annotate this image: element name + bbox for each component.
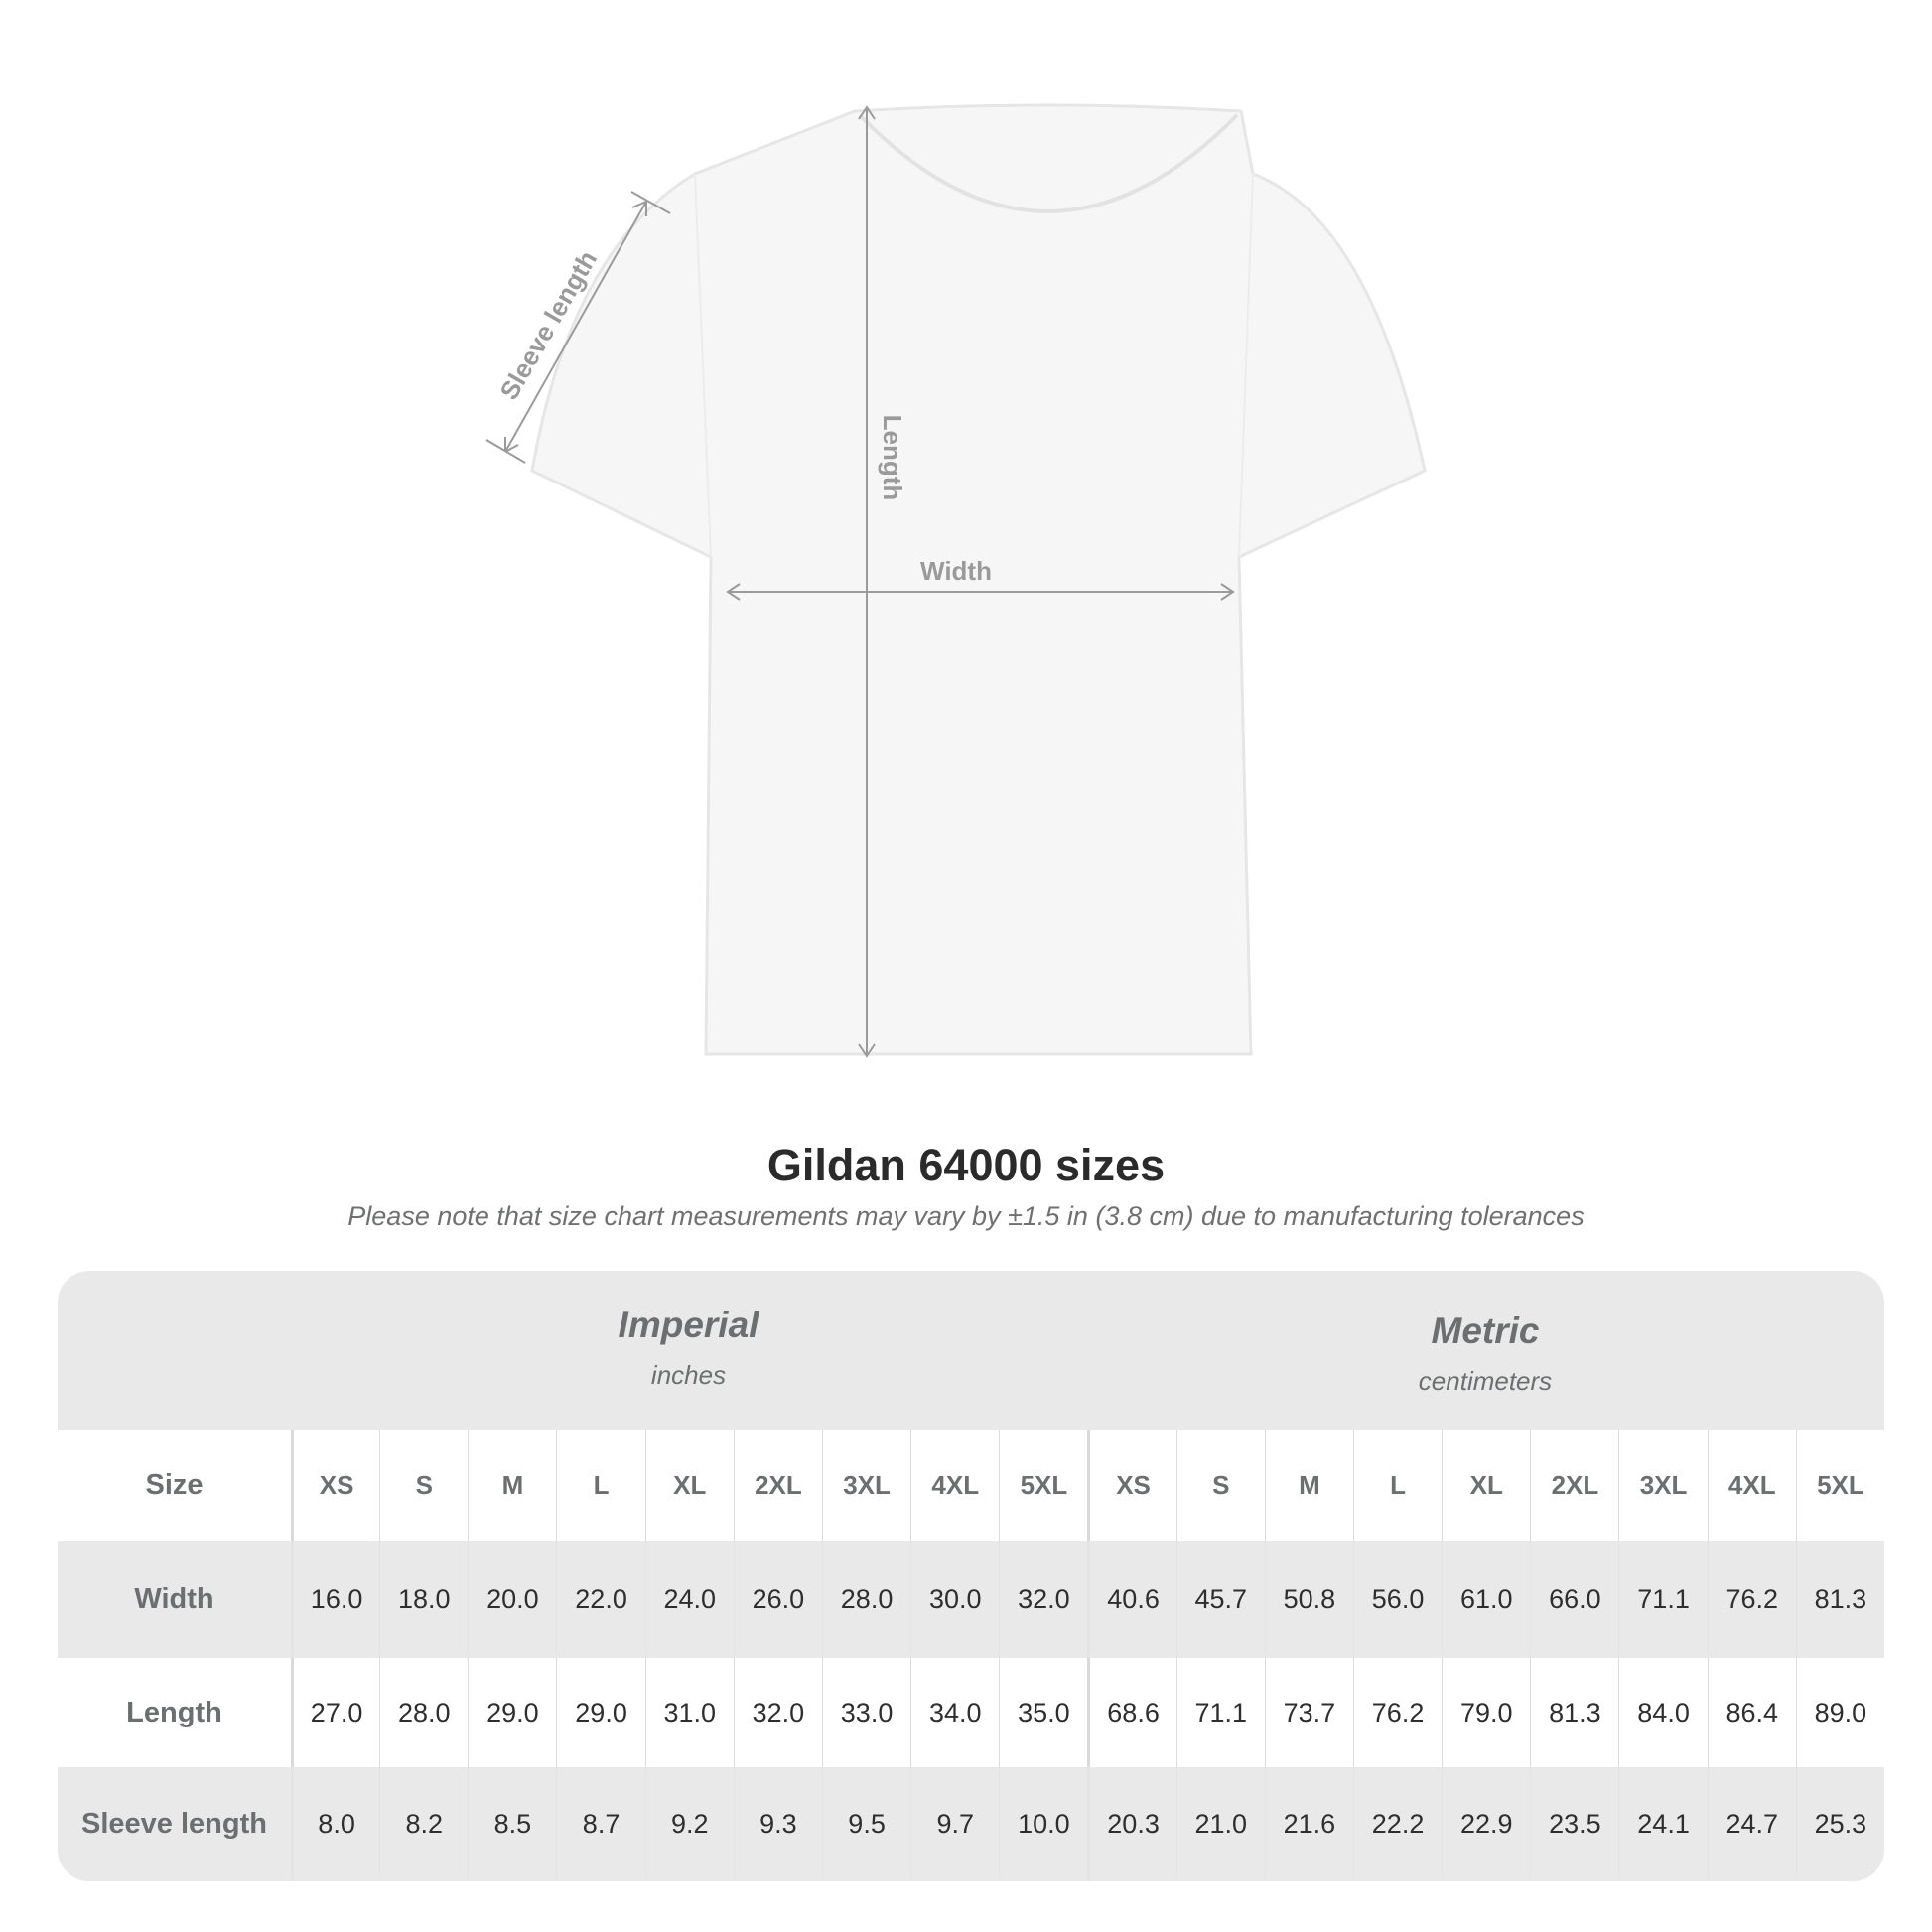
value-cell: 9.5 [821, 1767, 910, 1881]
size-header-cell: XL [644, 1430, 734, 1541]
value-cell: 28.0 [379, 1658, 468, 1767]
value-cell: 29.0 [556, 1658, 644, 1767]
value-cell: 9.2 [644, 1767, 734, 1881]
size-header-cell: 5XL [999, 1430, 1087, 1541]
size-header-cell: S [1175, 1430, 1265, 1541]
size-header-cell: 3XL [821, 1430, 910, 1541]
value-cell: 31.0 [644, 1658, 734, 1767]
value-cell: 24.1 [1618, 1767, 1707, 1881]
tshirt-shape [530, 103, 1427, 1056]
value-cell: 30.0 [910, 1541, 999, 1658]
value-cell: 8.7 [556, 1767, 644, 1881]
value-cell: 76.2 [1352, 1658, 1442, 1767]
size-header-cell: XL [1442, 1430, 1530, 1541]
value-cell: 27.0 [291, 1658, 379, 1767]
value-cell: 32.0 [999, 1541, 1087, 1658]
size-header-cell: 2XL [733, 1430, 822, 1541]
value-cell: 9.3 [733, 1767, 822, 1881]
tshirt-collar [858, 113, 1239, 213]
metric-group: Metric centimeters [1086, 1311, 1884, 1397]
value-cell: 40.6 [1087, 1541, 1175, 1658]
metric-unit: centimeters [1418, 1366, 1553, 1396]
value-cell: 28.0 [821, 1541, 910, 1658]
value-cell: 71.1 [1618, 1541, 1707, 1658]
length-label: Length [878, 415, 907, 501]
metric-title: Metric [1431, 1311, 1540, 1351]
size-header-cell: 4XL [1707, 1430, 1796, 1541]
value-cell: 21.6 [1264, 1767, 1353, 1881]
value-cell: 79.0 [1442, 1658, 1530, 1767]
width-label: Width [920, 556, 992, 586]
table-row-sleeve-length: Sleeve length 8.0 8.2 8.5 8.7 9.2 9.3 9.5 9.7 10.… [58, 1767, 1884, 1881]
value-cell: 45.7 [1175, 1541, 1265, 1658]
unit-header: Imperial inches Metric centimeters [58, 1271, 1884, 1430]
value-cell: 84.0 [1618, 1658, 1707, 1767]
size-table: Imperial inches Metric centimeters Size X… [58, 1271, 1884, 1881]
imperial-title: Imperial [618, 1305, 759, 1345]
size-header-cell: S [379, 1430, 468, 1541]
page-title: Gildan 64000 sizes [766, 1140, 1166, 1190]
value-cell: 71.1 [1175, 1658, 1265, 1767]
value-cell: 10.0 [999, 1767, 1087, 1881]
value-cell: 68.6 [1087, 1658, 1175, 1767]
value-cell: 21.0 [1175, 1767, 1265, 1881]
value-cell: 32.0 [733, 1658, 822, 1767]
value-cell: 20.0 [468, 1541, 556, 1658]
value-cell: 22.9 [1442, 1767, 1530, 1881]
value-cell: 56.0 [1352, 1541, 1442, 1658]
row-label: Size [145, 1468, 204, 1501]
value-cell: 16.0 [291, 1541, 379, 1658]
value-cell: 9.7 [910, 1767, 999, 1881]
value-cell: 50.8 [1264, 1541, 1353, 1658]
row-label: Sleeve length [81, 1808, 267, 1840]
imperial-group: Imperial inches [291, 1305, 1086, 1391]
size-header-cell: M [1264, 1430, 1353, 1541]
value-cell: 8.0 [291, 1767, 379, 1881]
tolerance-note: Please note that size chart measurements… [347, 1201, 1585, 1231]
value-cell: 81.3 [1530, 1658, 1618, 1767]
value-cell: 8.2 [379, 1767, 468, 1881]
value-cell: 61.0 [1442, 1541, 1530, 1658]
value-cell: 89.0 [1795, 1658, 1884, 1767]
value-cell: 24.7 [1707, 1767, 1796, 1881]
size-header-cell: 2XL [1530, 1430, 1618, 1541]
row-label: Width [134, 1583, 214, 1615]
size-header-cell: 4XL [910, 1430, 999, 1541]
value-cell: 22.0 [556, 1541, 644, 1658]
value-cell: 66.0 [1530, 1541, 1618, 1658]
size-header-cell: XS [291, 1430, 379, 1541]
row-label: Length [126, 1696, 222, 1728]
value-cell: 20.3 [1087, 1767, 1175, 1881]
value-cell: 8.5 [468, 1767, 556, 1881]
value-cell: 26.0 [733, 1541, 822, 1658]
value-cell: 76.2 [1707, 1541, 1796, 1658]
value-cell: 35.0 [999, 1658, 1087, 1767]
value-cell: 23.5 [1530, 1767, 1618, 1881]
value-cell: 86.4 [1707, 1658, 1796, 1767]
size-header-cell: XS [1087, 1430, 1175, 1541]
tshirt-diagram: Length Width Sleeve length [485, 103, 1427, 1058]
value-cell: 73.7 [1264, 1658, 1353, 1767]
value-cell: 81.3 [1795, 1541, 1884, 1658]
value-cell: 25.3 [1795, 1767, 1884, 1881]
size-header-cell: M [468, 1430, 556, 1541]
length-arrow [858, 105, 876, 1058]
table-row-length: Length 27.0 28.0 29.0 29.0 31.0 32.0 33.0 34.0 35… [58, 1658, 1884, 1767]
value-cell: 24.0 [644, 1541, 734, 1658]
size-header-cell: 3XL [1618, 1430, 1707, 1541]
value-cell: 18.0 [379, 1541, 468, 1658]
width-arrow [726, 583, 1235, 601]
table-row-width: Width 16.0 18.0 20.0 22.0 24.0 26.0 28.0 30.0 32.… [58, 1541, 1884, 1658]
value-cell: 34.0 [910, 1658, 999, 1767]
size-header-cell: L [556, 1430, 644, 1541]
sleeve-arrow [485, 191, 671, 464]
size-header-cell: 5XL [1795, 1430, 1884, 1541]
size-header-cell: L [1352, 1430, 1442, 1541]
size-header-row: Size XS S M L XL 2XL 3XL 4XL 5XL XS S M L XL 2XL 3XL 4XL 5… [58, 1430, 1884, 1541]
value-cell: 33.0 [821, 1658, 910, 1767]
imperial-unit: inches [650, 1360, 727, 1390]
value-cell: 29.0 [468, 1658, 556, 1767]
value-cell: 22.2 [1352, 1767, 1442, 1881]
